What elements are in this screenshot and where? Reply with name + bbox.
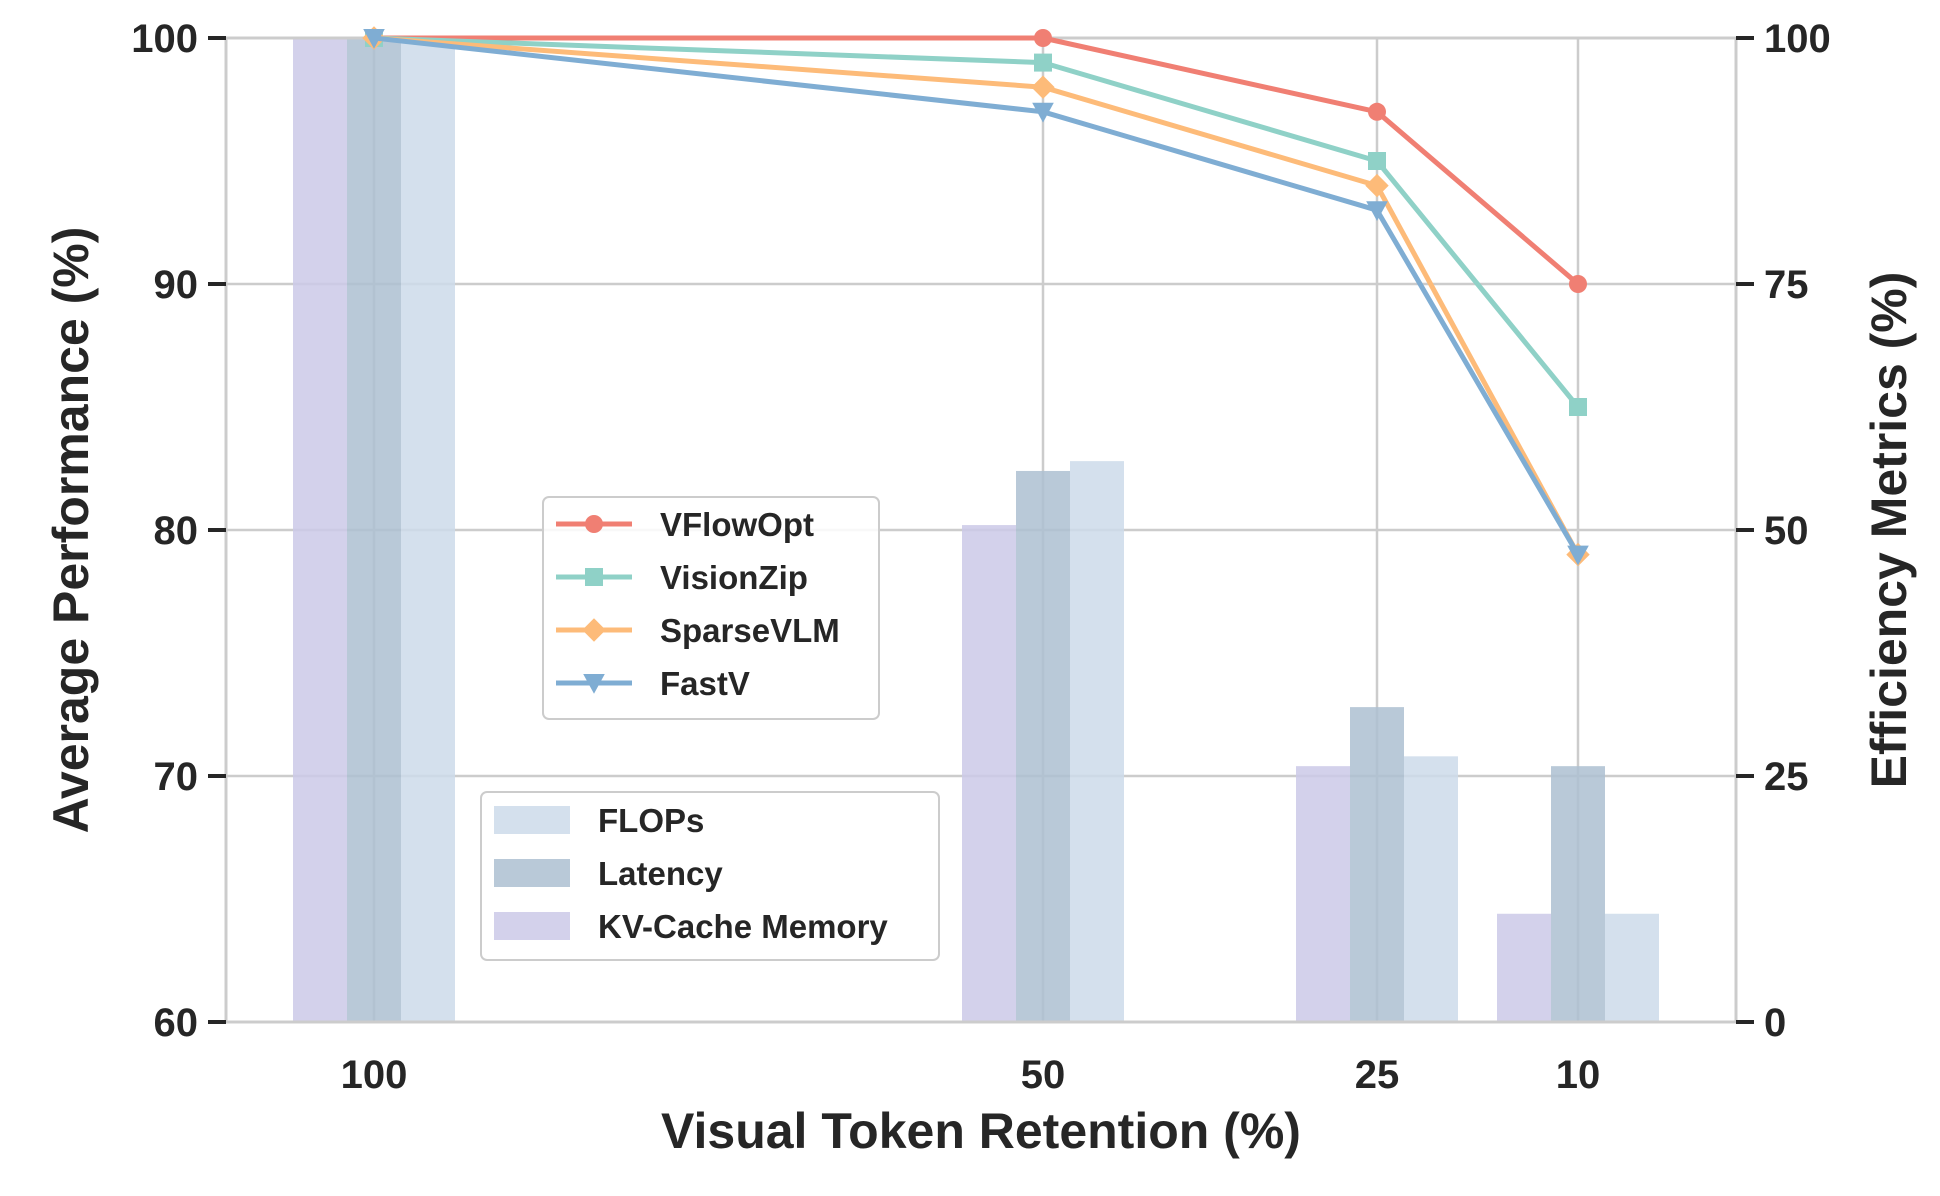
y-axis-right-label: Efficiency Metrics (%) [1861,272,1917,789]
point-visionzip [1569,398,1587,416]
y-right-tick-label: 0 [1764,1001,1786,1045]
bar-flops [1070,461,1124,1022]
point-sparsevlm [1031,75,1055,99]
axes: 60 70 80 90 100 0 25 50 75 100 100 50 25 10 [131,17,1831,1097]
point-fastv [1366,201,1388,221]
y-left-tick-label: 60 [154,1001,199,1045]
bar-legend: FLOPs Latency KV-Cache Memory [480,791,940,961]
point-visionzip [1034,53,1052,72]
y-right-tick-label: 75 [1764,263,1809,307]
bar-flops [1605,913,1659,1022]
point-fastv [363,29,385,49]
y-left-tick-label: 70 [154,755,199,799]
bar-kv-cache-memory [1497,913,1551,1022]
bar-latency [347,38,401,1022]
legend-bar-swatch-kv-cache-memory [494,912,570,940]
x-axis-label: Visual Token Retention (%) [661,1103,1301,1159]
x-tick-label: 50 [1021,1053,1066,1097]
legend-marker-visionzip [585,568,603,586]
y-right-tick-label: 25 [1764,755,1809,799]
legend-label-sparsevlm: SparseVLM [660,612,840,649]
legend-marker-fastv [583,674,605,694]
line-fastv [373,35,1581,556]
legend-bar-swatch-flops [494,806,570,834]
legend-label-visionzip: VisionZip [660,559,808,596]
bar-flops [401,38,455,1022]
x-tick-label: 25 [1355,1053,1400,1097]
legend-label-vflowopt: VFlowOpt [660,506,814,543]
efficiency-bars [293,38,1659,1023]
point-fastv [1567,545,1589,566]
performance-lines [362,26,1590,567]
point-sparsevlm [1365,173,1389,198]
bar-kv-cache-memory [1296,766,1350,1022]
legend-label-latency: Latency [598,855,723,892]
legend-marker-vflowopt [585,515,603,533]
y-axis-left-label: Average Performance (%) [43,227,99,834]
legend-label-flops: FLOPs [598,802,704,839]
legend-marker-sparsevlm [582,618,606,642]
point-vflowopt [1034,29,1052,47]
point-fastv [1032,102,1054,123]
bar-flops [1404,756,1458,1022]
line-sparsevlm [373,35,1581,556]
bar-kv-cache-memory [962,525,1016,1022]
legend-bar-swatch-latency [494,859,570,887]
bar-latency [1016,470,1070,1023]
line-visionzip [373,35,1580,409]
point-vflowopt [1368,102,1386,121]
y-left-tick-label: 80 [154,509,199,553]
y-left-tick-label: 90 [154,263,199,307]
y-left-tick-label: 100 [131,17,198,61]
line-legend-box [542,496,880,720]
legend-label-kv-cache-memory: KV-Cache Memory [598,908,888,945]
line-vflowopt [374,35,1580,286]
line-legend: VFlowOpt VisionZip SparseVLM FastV [542,496,880,720]
point-visionzip [1368,152,1386,170]
x-tick-label: 100 [341,1053,408,1097]
x-tick-label: 10 [1556,1053,1601,1097]
y-right-tick-label: 100 [1764,17,1831,61]
legend-label-fastv: FastV [660,665,750,702]
point-vflowopt [1569,275,1587,293]
y-right-tick-label: 50 [1764,509,1809,553]
bar-legend-box [480,791,940,961]
bar-latency [1551,766,1605,1022]
bar-kv-cache-memory [293,38,347,1022]
bar-latency [1350,707,1404,1022]
